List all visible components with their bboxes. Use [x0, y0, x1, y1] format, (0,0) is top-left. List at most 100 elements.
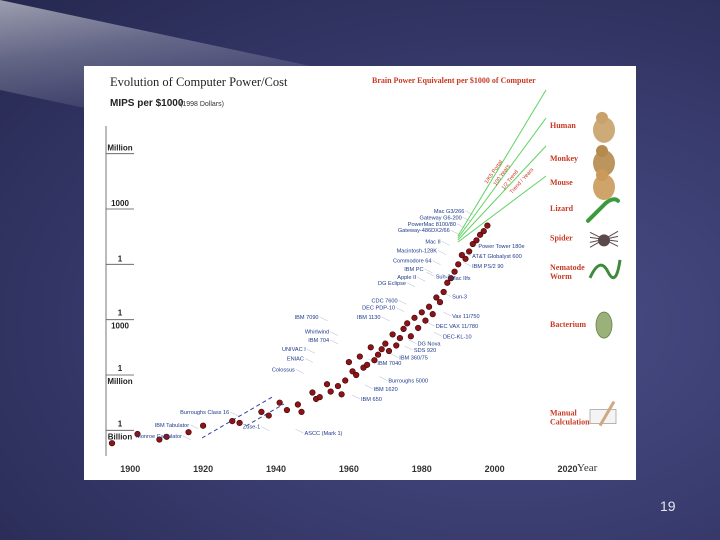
trend-line-4	[457, 175, 547, 243]
machine-label: IBM PS/2 90	[472, 264, 503, 270]
data-point	[327, 388, 334, 395]
label-callout	[379, 376, 388, 381]
y-tick-label-numerator: 1	[118, 419, 123, 428]
early-trend-dash-1	[201, 395, 275, 439]
data-point	[385, 347, 393, 355]
data-point	[476, 231, 484, 238]
spider-leg	[589, 230, 619, 248]
data-point	[229, 418, 236, 425]
data-point	[316, 394, 323, 401]
data-point	[480, 228, 487, 235]
data-point	[236, 419, 243, 427]
label-callout	[351, 394, 361, 400]
machine-label: UNIVAC I	[282, 347, 306, 353]
label-callout	[306, 348, 315, 354]
data-point	[342, 377, 349, 384]
data-point	[364, 361, 371, 368]
machine-label: Apple II	[397, 275, 416, 281]
lizard-icon	[586, 197, 620, 223]
label-callout	[398, 300, 407, 305]
machine-label: Macintosh-128K	[397, 249, 438, 255]
human-icon	[593, 116, 615, 143]
label-callout	[441, 241, 450, 246]
data-point	[156, 436, 163, 443]
label-callout	[463, 261, 472, 267]
animal-label: Lizard	[550, 204, 574, 213]
y-tick-label-denominator: Billion	[108, 432, 133, 441]
label-callout	[406, 282, 416, 287]
label-callout	[295, 369, 304, 374]
label-callout	[395, 307, 405, 312]
machine-label: ENIAC	[287, 356, 304, 362]
machine-label: SDS 920	[414, 348, 436, 354]
early-trend-dash-2	[245, 403, 285, 427]
label-callout	[426, 272, 435, 277]
label-callout	[330, 331, 339, 336]
data-point	[382, 340, 389, 347]
data-point	[433, 294, 440, 301]
machine-label: Gateway-486DX2/66	[398, 228, 450, 234]
y-axis-ticks: Million 1000 1 1 1000 1 Million 1 Billion	[106, 144, 134, 441]
label-callout	[437, 250, 447, 255]
label-callout	[417, 277, 426, 282]
x-tick-label: 1900	[120, 464, 140, 474]
machine-label: Burroughs Class 16	[180, 410, 229, 416]
data-point	[298, 408, 305, 415]
monkey-head-icon	[596, 145, 608, 158]
data-point	[411, 314, 418, 321]
machine-label: Sun-3	[452, 295, 467, 301]
trend-line-3	[457, 145, 547, 241]
data-point	[444, 279, 451, 286]
data-point	[294, 401, 301, 408]
x-tick-label: 1960	[339, 464, 359, 474]
data-point	[323, 381, 331, 388]
data-point	[458, 252, 465, 259]
machine-label: IBM Tabulator	[155, 423, 190, 429]
machine-label: DEC-KL-10	[443, 334, 472, 340]
label-callout	[426, 321, 435, 327]
x-tick-label: 1920	[193, 464, 213, 474]
trend-line-1	[457, 89, 547, 237]
machine-label: Zuse-1	[243, 425, 260, 431]
data-point	[356, 353, 363, 360]
data-point	[418, 309, 425, 316]
machine-label: IBM 1130	[357, 315, 381, 321]
y-tick-label: Million	[107, 144, 132, 153]
animal-label: Manual	[550, 409, 577, 418]
machine-label: CDC 7600	[372, 298, 398, 304]
early-trend	[201, 395, 285, 439]
data-point	[400, 325, 407, 332]
y-tick-label-numerator: 1	[118, 364, 123, 373]
data-point	[440, 288, 447, 296]
machine-label: DEC VAX 11/780	[436, 324, 478, 330]
bacterium-icon	[595, 311, 613, 339]
label-callout	[463, 251, 472, 257]
x-tick-label: 1980	[412, 464, 432, 474]
machine-label: Power Tower 180e	[478, 244, 524, 250]
label-callout	[261, 426, 270, 431]
label-callout	[295, 428, 304, 434]
label-callout	[432, 260, 441, 265]
data-point	[353, 371, 360, 379]
animal-label: Spider	[550, 233, 573, 242]
data-point	[200, 422, 207, 429]
label-callout	[381, 316, 390, 322]
label-callout	[390, 353, 399, 358]
data-point	[185, 429, 192, 436]
machine-label: Gateway G6-200	[419, 215, 461, 221]
trend-lines: 1/K5 Portal 100 Years 1/2 Trend Trend / …	[457, 89, 547, 243]
machine-label: Monroe Calculator	[136, 434, 182, 440]
data-point	[455, 261, 462, 268]
machine-label: DG Nova	[417, 342, 441, 348]
machine-label: Mac II	[425, 239, 441, 245]
data-point	[283, 406, 291, 414]
machine-label: IBM 7090	[295, 315, 319, 321]
data-point	[389, 331, 396, 338]
data-point	[108, 440, 116, 447]
machine-label: Vax 11/750	[452, 314, 479, 320]
data-point	[393, 342, 400, 349]
machine-label: IBM 360/75	[399, 355, 428, 361]
y-tick-label-denominator: 1000	[111, 322, 129, 331]
machine-label: Mac G3/266	[434, 209, 464, 215]
data-point	[349, 368, 356, 375]
